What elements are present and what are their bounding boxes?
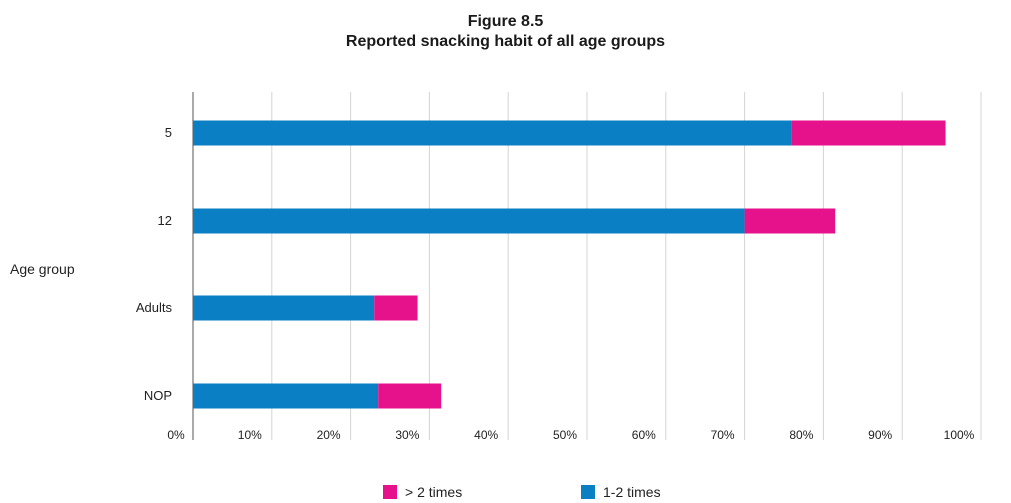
x-tick-label: 50% xyxy=(553,428,577,442)
y-axis-title: Age group xyxy=(10,261,75,277)
legend-swatch xyxy=(383,485,397,499)
x-tick-label: 30% xyxy=(395,428,419,442)
bar-segment xyxy=(193,295,375,321)
legend-label: > 2 times xyxy=(405,484,462,500)
bar-segment xyxy=(193,208,745,234)
x-tick-label: 70% xyxy=(711,428,735,442)
x-tick-label: 60% xyxy=(632,428,656,442)
y-tick-label: NOP xyxy=(144,388,172,403)
chart-subtitle: Reported snacking habit of all age group… xyxy=(345,33,666,50)
x-tick-label: 0% xyxy=(167,428,185,442)
bar-segment xyxy=(374,295,418,321)
legend-swatch xyxy=(581,485,595,499)
y-tick-label: 5 xyxy=(165,125,172,140)
y-tick-label: 12 xyxy=(158,213,172,228)
x-tick-label: 90% xyxy=(868,428,892,442)
x-tick-label: 80% xyxy=(789,428,813,442)
x-tick-label: 100% xyxy=(944,428,975,442)
bar-segment xyxy=(378,383,442,409)
chart-title-block: Figure 8.5 Reported snacking habit of al… xyxy=(0,12,1011,52)
x-tick-label: 10% xyxy=(238,428,262,442)
bar-segment xyxy=(193,120,792,146)
chart-title: Figure 8.5 xyxy=(467,13,544,30)
bar-segment xyxy=(744,208,836,234)
bar-segment xyxy=(193,383,379,409)
legend-label: 1-2 times xyxy=(603,484,661,500)
x-tick-label: 40% xyxy=(474,428,498,442)
x-tick-label: 20% xyxy=(317,428,341,442)
bar-segment xyxy=(791,120,946,146)
y-tick-label: Adults xyxy=(136,300,173,315)
